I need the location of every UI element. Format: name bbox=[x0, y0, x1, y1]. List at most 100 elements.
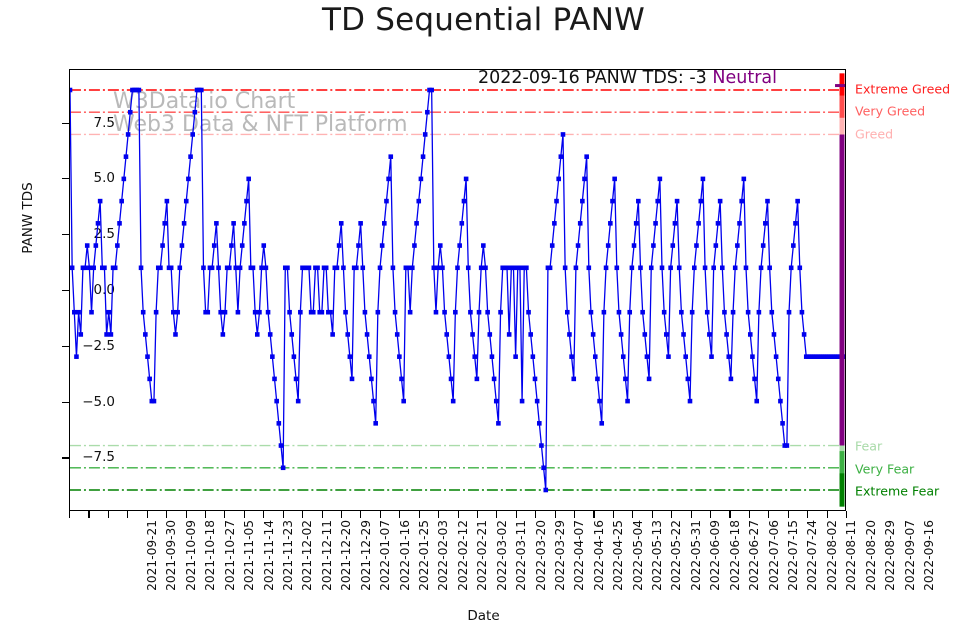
series-point bbox=[571, 376, 577, 382]
y-tick-label: 2.5 bbox=[93, 226, 115, 243]
series-point bbox=[743, 265, 749, 271]
series-point bbox=[618, 332, 624, 337]
x-tick-mark bbox=[185, 511, 187, 518]
series-point bbox=[474, 376, 480, 382]
series-point bbox=[724, 332, 729, 337]
series-point bbox=[360, 265, 366, 271]
series-point bbox=[756, 309, 762, 315]
series-point bbox=[672, 221, 678, 226]
zone-label: Very Greed bbox=[855, 103, 926, 119]
series-point bbox=[442, 309, 447, 315]
series-point bbox=[554, 198, 559, 204]
x-tick-label: 2022-01-07 bbox=[377, 520, 392, 591]
series-point bbox=[711, 265, 716, 271]
series-point bbox=[651, 243, 656, 248]
x-tick-mark bbox=[360, 511, 362, 518]
series-point bbox=[588, 309, 594, 315]
series-point bbox=[539, 443, 544, 448]
series-point bbox=[323, 265, 329, 271]
series-point bbox=[72, 309, 77, 315]
series-point bbox=[143, 332, 148, 337]
series-point bbox=[158, 265, 163, 271]
series-point bbox=[565, 309, 570, 315]
series-point bbox=[616, 309, 622, 315]
x-tick-label: 2021-09-30 bbox=[164, 520, 179, 591]
series-point bbox=[229, 243, 234, 248]
series-point bbox=[541, 465, 546, 471]
series-point bbox=[147, 376, 152, 382]
series-point bbox=[532, 376, 538, 382]
series-point bbox=[526, 309, 531, 315]
series-point bbox=[354, 265, 359, 271]
x-tick-label: 2022-09-07 bbox=[902, 520, 917, 591]
x-tick-mark bbox=[224, 511, 226, 518]
series-point bbox=[341, 265, 346, 271]
x-tick-mark bbox=[243, 511, 245, 518]
series-point bbox=[235, 309, 241, 315]
x-tick-label: 2022-03-11 bbox=[513, 520, 528, 591]
series-point bbox=[547, 265, 553, 271]
series-point bbox=[610, 198, 615, 204]
series-point bbox=[461, 198, 467, 204]
series-point bbox=[347, 354, 353, 359]
series-point bbox=[763, 221, 768, 226]
series-point bbox=[683, 354, 688, 359]
series-point bbox=[358, 221, 363, 226]
series-point bbox=[582, 176, 587, 182]
series-point bbox=[231, 221, 236, 226]
series-point bbox=[171, 309, 176, 315]
x-tick-mark bbox=[418, 511, 420, 518]
x-tick-mark bbox=[127, 511, 129, 518]
x-tick-label: 2021-10-09 bbox=[183, 520, 198, 591]
series-point bbox=[227, 265, 232, 271]
series-point bbox=[199, 87, 204, 93]
series-point bbox=[534, 398, 540, 404]
series-point bbox=[741, 176, 747, 182]
x-tick-label: 2021-09-21 bbox=[144, 520, 159, 591]
series-point bbox=[465, 265, 471, 271]
x-tick-label: 2022-07-24 bbox=[805, 520, 820, 591]
series-point bbox=[655, 198, 661, 204]
series-point bbox=[661, 309, 667, 315]
y-tick-mark bbox=[62, 290, 69, 292]
series-point bbox=[93, 243, 99, 248]
x-tick-label: 2022-01-25 bbox=[416, 520, 431, 591]
series-point bbox=[437, 243, 443, 248]
x-tick-label: 2022-04-25 bbox=[611, 520, 626, 591]
series-point bbox=[220, 332, 226, 337]
series-point bbox=[112, 265, 118, 271]
x-tick-label: 2022-04-16 bbox=[591, 520, 606, 591]
series-point bbox=[754, 398, 760, 404]
y-tick-mark bbox=[62, 178, 69, 180]
y-tick-mark bbox=[62, 234, 69, 236]
series-point bbox=[136, 87, 142, 93]
x-tick-mark bbox=[88, 511, 90, 518]
series-point bbox=[446, 354, 452, 359]
x-tick-mark bbox=[651, 511, 653, 518]
series-point bbox=[707, 332, 712, 337]
series-point bbox=[319, 309, 325, 315]
series-point bbox=[702, 265, 708, 271]
series-point bbox=[369, 376, 374, 382]
series-point bbox=[254, 332, 260, 337]
series-point bbox=[676, 265, 682, 271]
series-point bbox=[791, 243, 796, 248]
x-tick-label: 2021-10-27 bbox=[222, 520, 237, 591]
series-point bbox=[349, 376, 355, 382]
x-tick-label: 2022-05-13 bbox=[649, 520, 664, 591]
series-point bbox=[222, 309, 228, 315]
series-point bbox=[412, 243, 417, 248]
series-point bbox=[263, 265, 269, 271]
series-point bbox=[653, 221, 658, 226]
series-point bbox=[543, 487, 549, 493]
series-point bbox=[569, 354, 574, 359]
x-tick-mark bbox=[574, 511, 576, 518]
series-point bbox=[717, 198, 723, 204]
x-tick-label: 2021-12-20 bbox=[339, 520, 354, 591]
series-point bbox=[95, 221, 101, 226]
series-point bbox=[620, 354, 626, 359]
series-point bbox=[386, 176, 391, 182]
x-tick-label: 2022-08-11 bbox=[844, 520, 859, 591]
x-tick-label: 2022-07-15 bbox=[785, 520, 800, 591]
series-point bbox=[713, 243, 719, 248]
